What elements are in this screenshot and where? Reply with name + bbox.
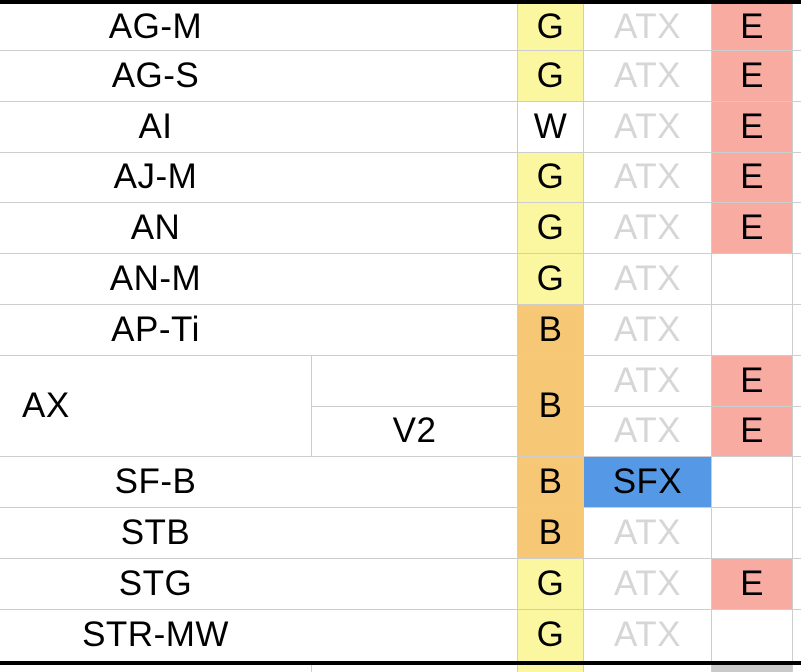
variant-cell[interactable] bbox=[311, 51, 517, 102]
edition-cell[interactable] bbox=[711, 508, 792, 559]
edge-cell bbox=[792, 254, 801, 305]
edge-cell bbox=[792, 508, 801, 559]
variant-cell[interactable] bbox=[311, 508, 517, 559]
row-label-cell[interactable]: STG bbox=[0, 559, 311, 610]
edition-cell[interactable] bbox=[711, 304, 792, 356]
row-label-cell[interactable]: AP-Ti bbox=[0, 305, 311, 356]
variant-cell[interactable] bbox=[311, 254, 517, 305]
edge-cell bbox=[792, 457, 801, 509]
row-label-cell[interactable]: AG-S bbox=[0, 51, 311, 102]
grade-cell[interactable]: B bbox=[517, 457, 583, 509]
edge-cell bbox=[792, 101, 801, 153]
edge-cell bbox=[792, 203, 801, 255]
variant-cell[interactable] bbox=[311, 355, 517, 407]
edge-cell bbox=[792, 558, 801, 610]
edge-cell bbox=[792, 609, 801, 661]
row-label-cell[interactable] bbox=[0, 665, 311, 672]
row-label-cell[interactable]: STR-MW bbox=[82, 615, 229, 655]
edition-cell[interactable]: E bbox=[711, 355, 792, 407]
variant-cell[interactable] bbox=[311, 664, 517, 672]
variant-cell[interactable]: V2 bbox=[311, 406, 517, 458]
row-label-cell[interactable]: AX bbox=[0, 356, 311, 458]
edition-cell[interactable]: E bbox=[711, 203, 792, 255]
variant-cell[interactable] bbox=[311, 153, 517, 204]
edition-cell[interactable]: E bbox=[711, 51, 792, 102]
form-factor-cell[interactable] bbox=[583, 664, 711, 672]
edge-cell bbox=[792, 406, 801, 458]
row-label-cell[interactable]: AJ-M bbox=[0, 153, 311, 204]
row-label-cell[interactable]: AN-M bbox=[0, 254, 311, 305]
grade-cell[interactable]: G bbox=[517, 254, 583, 305]
variant-cell[interactable] bbox=[311, 457, 517, 509]
grade-cell[interactable]: G bbox=[517, 203, 583, 255]
variant-cell[interactable] bbox=[311, 203, 517, 255]
edge-cell bbox=[792, 355, 801, 407]
grade-cell[interactable]: G bbox=[517, 609, 583, 661]
form-factor-cell[interactable]: ATX bbox=[583, 101, 711, 153]
edition-cell[interactable]: E bbox=[711, 101, 792, 153]
edition-cell[interactable] bbox=[711, 664, 792, 672]
edge-cell bbox=[792, 152, 801, 204]
table-bottom-border bbox=[0, 660, 801, 665]
edition-cell[interactable] bbox=[711, 609, 792, 661]
edition-cell[interactable]: E bbox=[711, 4, 792, 51]
form-factor-cell[interactable]: ATX bbox=[583, 152, 711, 204]
grade-cell[interactable]: G bbox=[517, 558, 583, 610]
edition-cell[interactable] bbox=[711, 254, 792, 305]
variant-cell[interactable] bbox=[311, 610, 517, 661]
variant-cell[interactable] bbox=[311, 559, 517, 610]
form-factor-cell[interactable]: ATX bbox=[583, 304, 711, 356]
grade-cell[interactable]: G bbox=[517, 152, 583, 204]
edge-cell bbox=[792, 304, 801, 356]
variant-cell[interactable] bbox=[311, 102, 517, 153]
grade-cell[interactable]: G bbox=[517, 4, 583, 51]
form-factor-cell[interactable]: ATX bbox=[583, 558, 711, 610]
grade-cell[interactable]: B bbox=[517, 304, 583, 356]
row-label-cell[interactable]: STB bbox=[0, 508, 311, 559]
grade-cell[interactable] bbox=[517, 664, 583, 672]
form-factor-cell[interactable]: ATX bbox=[583, 406, 711, 458]
edge-cell bbox=[792, 4, 801, 51]
grade-cell[interactable]: G bbox=[517, 51, 583, 102]
form-factor-cell[interactable]: ATX bbox=[583, 508, 711, 559]
row-label-cell[interactable]: AI bbox=[0, 102, 311, 153]
form-factor-cell[interactable]: ATX bbox=[583, 254, 711, 305]
row-label-cell[interactable]: AG-M bbox=[0, 4, 311, 51]
variant-cell[interactable] bbox=[311, 305, 517, 356]
edition-cell[interactable]: E bbox=[711, 406, 792, 458]
grade-cell[interactable]: B bbox=[517, 508, 583, 559]
form-factor-cell[interactable]: ATX bbox=[583, 609, 711, 661]
row-label-cell[interactable]: AN bbox=[0, 203, 311, 255]
edition-cell[interactable]: E bbox=[711, 558, 792, 610]
row-label-cell[interactable]: SF-B bbox=[0, 457, 311, 509]
edge-cell bbox=[792, 51, 801, 102]
form-factor-cell[interactable]: ATX bbox=[583, 4, 711, 51]
form-factor-cell[interactable]: ATX bbox=[583, 203, 711, 255]
edition-cell[interactable]: E bbox=[711, 152, 792, 204]
grade-cell[interactable]: B bbox=[517, 355, 583, 458]
form-factor-cell[interactable]: ATX bbox=[583, 51, 711, 102]
form-factor-cell[interactable]: SFX bbox=[583, 457, 711, 509]
variant-cell[interactable] bbox=[311, 4, 517, 51]
edition-cell[interactable] bbox=[711, 457, 792, 509]
grade-cell[interactable]: W bbox=[517, 101, 583, 153]
form-factor-cell[interactable]: ATX bbox=[583, 355, 711, 407]
edge-cell bbox=[792, 664, 801, 672]
